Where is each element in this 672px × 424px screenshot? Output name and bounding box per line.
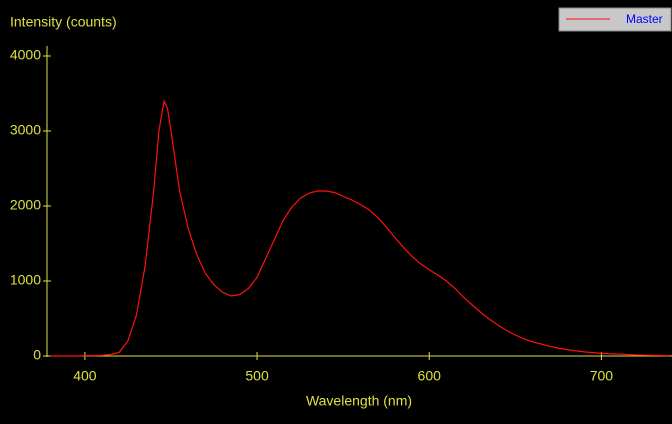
y-tick-label: 2000 — [10, 197, 41, 213]
y-axis-label: Intensity (counts) — [10, 14, 117, 30]
legend-box — [558, 7, 672, 32]
y-tick-label: 3000 — [10, 122, 41, 138]
y-tick-label: 0 — [33, 347, 41, 363]
x-tick-label: 500 — [245, 368, 269, 384]
x-tick-label: 600 — [418, 368, 442, 384]
y-tick-label: 1000 — [10, 272, 41, 288]
x-tick-label: 700 — [590, 368, 614, 384]
legend-label: Master — [626, 12, 663, 26]
legend[interactable]: Master — [558, 7, 672, 32]
y-tick-label: 4000 — [10, 47, 41, 63]
data-line — [50, 98, 671, 357]
x-tick-label: 400 — [73, 368, 97, 384]
x-axis-label: Wavelength (nm) — [306, 393, 412, 409]
